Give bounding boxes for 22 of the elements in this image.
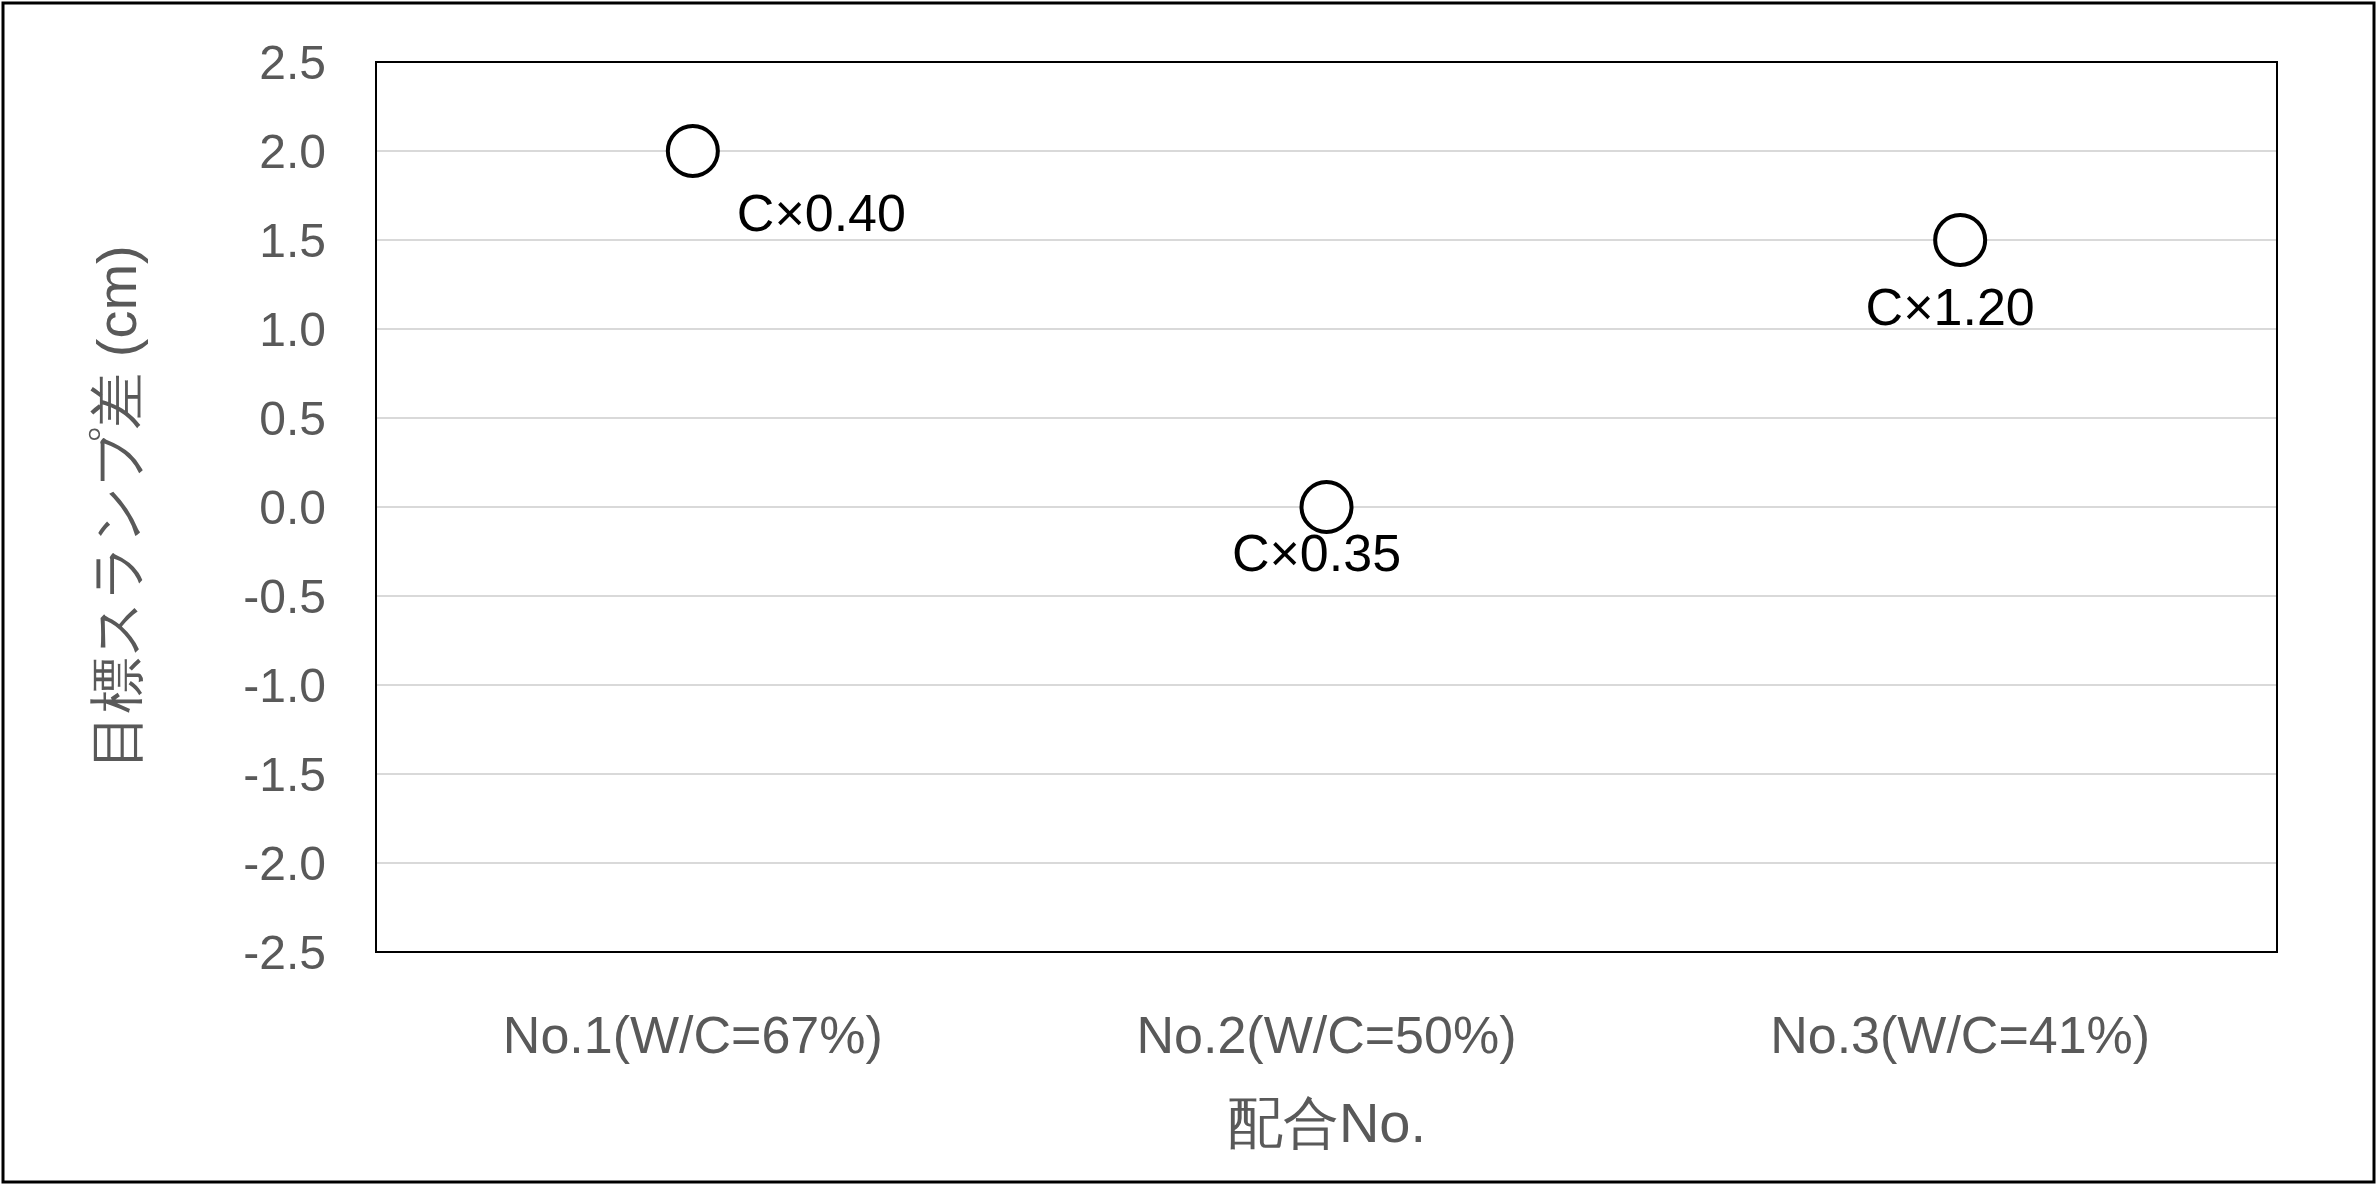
y-tick-label: 2.5 — [259, 35, 326, 89]
y-tick-label: -2.0 — [243, 836, 326, 890]
y-tick-label: 2.0 — [259, 124, 326, 178]
y-tick-label: 1.5 — [259, 213, 326, 267]
annotation: C×1.20 — [1865, 278, 2035, 336]
y-tick-label: 1.0 — [259, 302, 326, 356]
x-tick-label: No.3(W/C=41%) — [1770, 1006, 2151, 1064]
y-tick-label: -0.5 — [243, 569, 326, 623]
annotation: C×0.40 — [736, 184, 906, 242]
point — [1299, 480, 1354, 534]
annotation: C×0.35 — [1231, 524, 1402, 582]
y-tick-label: -1.5 — [243, 747, 326, 801]
point — [1933, 213, 1988, 267]
y-axis-title: 目標スランプ差 (cm) — [84, 245, 148, 769]
y-tick-label: -2.5 — [243, 925, 326, 979]
y-tick-label: 0.0 — [259, 480, 326, 534]
y-tick-label: 0.5 — [259, 391, 326, 445]
x-tick-label: No.1(W/C=67%) — [502, 1006, 883, 1064]
y-tick-label: -1.0 — [243, 658, 326, 712]
x-axis-title: 配合No. — [1226, 1090, 1427, 1154]
x-tick-label: No.2(W/C=50%) — [1136, 1006, 1517, 1064]
point — [665, 124, 720, 178]
